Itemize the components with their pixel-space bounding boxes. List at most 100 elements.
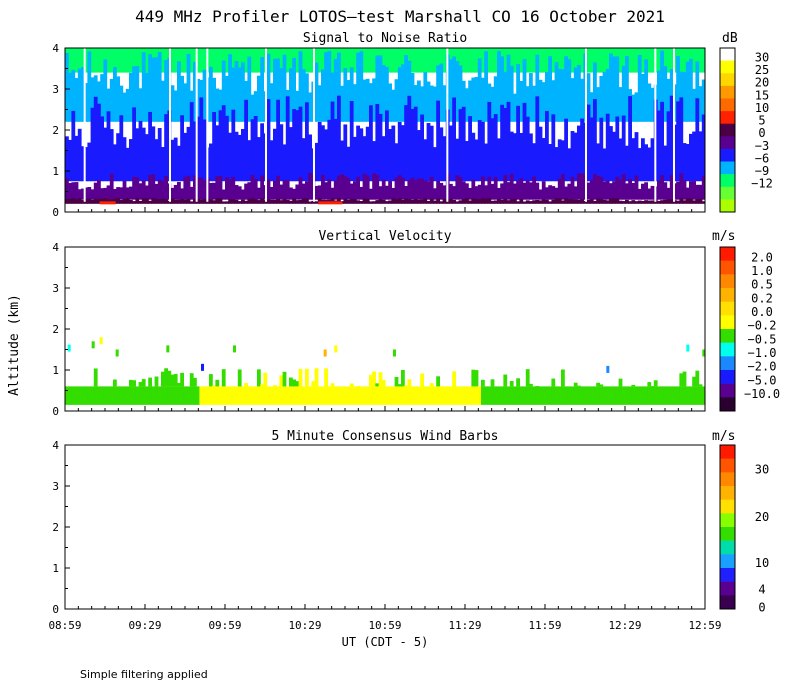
snr-cell bbox=[481, 176, 485, 200]
snr-cell bbox=[500, 56, 504, 122]
snr-cell bbox=[173, 90, 178, 122]
snr-cell bbox=[701, 114, 705, 182]
snr-cell bbox=[621, 201, 626, 204]
velocity-cell bbox=[77, 386, 82, 405]
snr-cell bbox=[634, 175, 639, 200]
snr-cell bbox=[161, 147, 165, 182]
snr-cell bbox=[666, 111, 671, 182]
snr-cell bbox=[564, 198, 568, 204]
snr-cell bbox=[116, 133, 120, 182]
snr-cell bbox=[439, 127, 444, 182]
snr-cell bbox=[545, 110, 549, 182]
snr-cell bbox=[298, 51, 303, 122]
snr-cell bbox=[369, 83, 373, 122]
snr-cell bbox=[369, 201, 373, 204]
snr-cell bbox=[660, 175, 664, 200]
snr-cell bbox=[407, 48, 412, 73]
y-tick-label: 2 bbox=[52, 521, 59, 534]
snr-cell bbox=[484, 185, 488, 200]
colorbar-frame bbox=[719, 444, 736, 610]
snr-cell bbox=[346, 80, 351, 122]
snr-cell bbox=[551, 186, 556, 200]
snr-cell bbox=[599, 48, 604, 73]
velocity-cell bbox=[74, 386, 79, 405]
snr-cell bbox=[506, 54, 511, 122]
snr-cell bbox=[317, 85, 322, 122]
velocity-cell bbox=[333, 386, 338, 405]
snr-cell bbox=[612, 131, 616, 182]
snr-cell bbox=[247, 198, 252, 204]
snr-cell bbox=[122, 92, 127, 122]
snr-cell bbox=[679, 198, 684, 204]
velocity-cell bbox=[509, 386, 514, 405]
colorbar-swatch bbox=[720, 98, 735, 112]
snr-cell bbox=[68, 198, 72, 204]
snr-cell bbox=[532, 48, 536, 73]
velocity-cell bbox=[698, 384, 703, 387]
snr-cell bbox=[199, 48, 204, 73]
wind-barbs-colorbar-units: m/s bbox=[712, 429, 735, 444]
snr-cell bbox=[596, 87, 600, 122]
snr-data-gap bbox=[313, 48, 315, 202]
velocity-cell bbox=[314, 368, 319, 387]
snr-cell bbox=[596, 175, 600, 200]
snr-cell bbox=[692, 200, 696, 204]
velocity-speck bbox=[99, 337, 103, 345]
snr-cell bbox=[551, 114, 556, 182]
velocity-cell bbox=[397, 386, 402, 405]
colorbar-label: 0.0 bbox=[751, 305, 773, 319]
snr-cell bbox=[532, 143, 536, 182]
snr-cell bbox=[125, 197, 130, 204]
velocity-speck bbox=[233, 345, 236, 353]
snr-cell bbox=[634, 201, 639, 204]
snr-cell bbox=[129, 186, 133, 200]
colorbar-swatch bbox=[720, 342, 735, 357]
snr-cell bbox=[628, 48, 632, 73]
snr-cell bbox=[401, 177, 405, 200]
velocity-cell bbox=[442, 386, 447, 405]
snr-cell bbox=[394, 177, 399, 200]
velocity-cell bbox=[353, 386, 357, 405]
snr-cell bbox=[77, 128, 82, 182]
snr-cell bbox=[279, 184, 284, 200]
velocity-cell bbox=[148, 386, 152, 405]
snr-cell bbox=[161, 198, 165, 204]
snr-cell bbox=[301, 198, 306, 204]
snr-cell bbox=[490, 183, 495, 200]
velocity-cell bbox=[292, 386, 296, 405]
snr-cell bbox=[189, 48, 194, 73]
snr-cell bbox=[685, 197, 690, 204]
snr-cell bbox=[426, 181, 431, 200]
snr-cell bbox=[180, 75, 184, 122]
velocity-cell bbox=[103, 386, 108, 405]
snr-cell bbox=[193, 121, 197, 182]
snr-cell bbox=[698, 131, 703, 182]
snr-cell bbox=[228, 132, 232, 182]
snr-colorbar-units: dB bbox=[722, 31, 738, 46]
snr-cell bbox=[353, 199, 357, 204]
snr-cell bbox=[698, 198, 703, 204]
velocity-cell bbox=[477, 386, 482, 405]
snr-cell bbox=[97, 180, 101, 200]
snr-cell bbox=[573, 199, 578, 204]
snr-cell bbox=[426, 48, 431, 73]
snr-cell bbox=[609, 198, 613, 204]
snr-cell bbox=[631, 182, 636, 200]
snr-cell bbox=[471, 132, 476, 182]
snr-cell bbox=[391, 89, 396, 122]
velocity-cell bbox=[381, 386, 386, 405]
snr-cell bbox=[442, 198, 447, 204]
snr-cell bbox=[276, 198, 280, 204]
snr-cell bbox=[231, 67, 236, 122]
snr-cell bbox=[423, 180, 428, 200]
snr-cell bbox=[77, 189, 82, 200]
snr-cell bbox=[321, 69, 325, 122]
snr-cell bbox=[237, 201, 242, 204]
velocity-cell bbox=[241, 386, 245, 405]
snr-cell bbox=[157, 52, 162, 122]
snr-cell bbox=[385, 48, 389, 73]
snr-cell bbox=[372, 78, 376, 122]
velocity-cell bbox=[436, 386, 440, 405]
snr-cell bbox=[119, 48, 124, 73]
snr-cell bbox=[401, 199, 405, 204]
